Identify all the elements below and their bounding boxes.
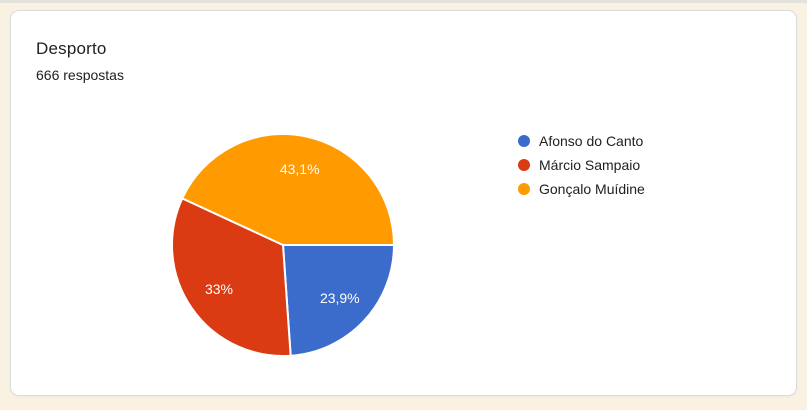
chart-legend: Afonso do Canto Márcio Sampaio Gonçalo Muí… (518, 132, 645, 197)
pie-slice-goncalo-muidine[interactable] (181, 133, 395, 246)
response-count: 666 respostas (36, 67, 124, 83)
pie-slice-afonso-do-canto[interactable] (282, 244, 395, 357)
legend-item-afonso-do-canto: Afonso do Canto (518, 132, 645, 149)
pie-slice-value-label: 43,1% (280, 161, 320, 177)
question-card: Desporto 666 respostas 23,9% 33% 43,1% Afo… (10, 10, 797, 396)
top-strip (0, 0, 807, 3)
pie-slice-marcio-sampaio[interactable] (171, 197, 292, 357)
pie-chart: 23,9% 33% 43,1% (171, 133, 395, 357)
question-title: Desporto (36, 39, 107, 58)
legend-label: Afonso do Canto (539, 132, 644, 149)
legend-color-dot (518, 134, 530, 147)
legend-item-goncalo-muidine: Gonçalo Muídine (518, 180, 645, 197)
pie-slice-value-label: 33% (205, 281, 233, 297)
pie-slice-value-label: 23,9% (320, 290, 360, 306)
legend-item-marcio-sampaio: Márcio Sampaio (518, 156, 645, 173)
legend-color-dot (518, 158, 530, 171)
legend-label: Márcio Sampaio (539, 156, 641, 173)
legend-label: Gonçalo Muídine (539, 180, 645, 197)
legend-color-dot (518, 182, 530, 195)
